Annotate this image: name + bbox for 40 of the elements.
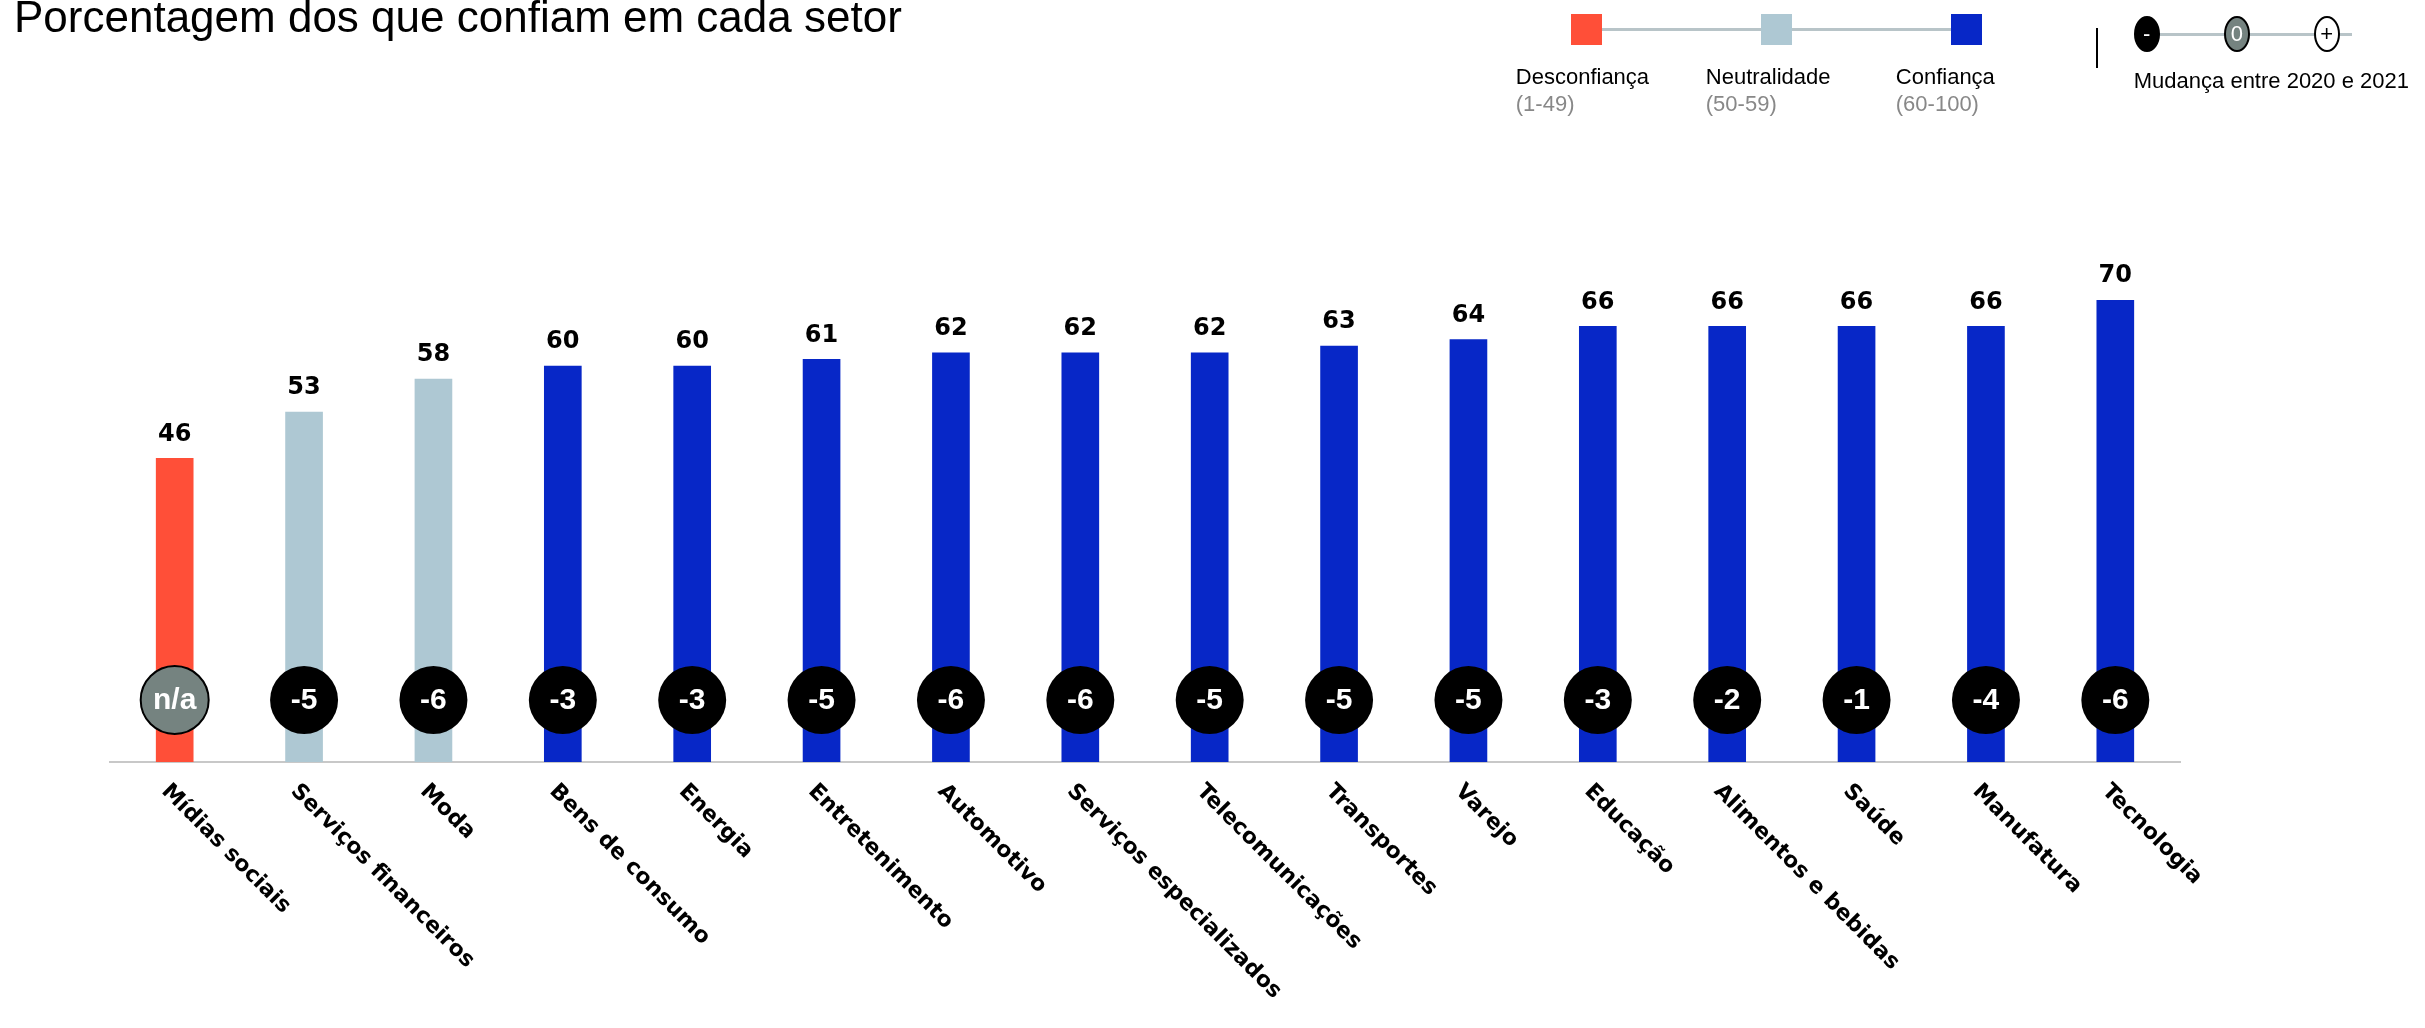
data-label: 66 [1710,286,1744,315]
legend-label: Desconfiança (1-49) [1515,63,1651,117]
annotation: -2 [1713,682,1741,716]
data-label: 60 [546,326,580,355]
data-label: 66 [1839,286,1874,315]
annotation: -3 [1584,682,1612,716]
text: - [2133,16,2160,52]
annotation: -1 [1843,682,1870,716]
annotation: -5 [808,682,835,716]
annotation: -6 [1066,682,1094,716]
annotation: -5 [1196,682,1224,716]
chart-title: Porcentagem dos que confiam em cada setor [14,0,902,42]
data-label: 64 [1451,299,1486,328]
annotation: -5 [290,682,318,716]
legend-label: Confiança (60-100) [1895,63,1996,117]
text: + [2313,16,2340,52]
text: 0 [2223,16,2250,52]
legend-label: Neutralidade (50-59) [1705,63,1832,117]
data-label: 63 [1322,306,1356,335]
data-label: 62 [934,313,968,342]
data-label: 62 [1063,313,1098,342]
annotation: -5 [1455,682,1482,716]
data-label: 60 [675,326,709,355]
annotation: -6 [937,682,965,716]
annotation: -6 [420,682,447,716]
data-label: 58 [416,339,451,368]
annotation: -4 [1972,682,2000,716]
annotation: n/a [153,682,197,716]
annotation: -3 [678,682,706,716]
data-label: 66 [1969,286,2003,315]
data-label: 66 [1581,286,1615,315]
data-label: 61 [804,319,839,348]
annotation: -3 [549,682,577,716]
data-label: 70 [2098,260,2133,289]
text: Mudança entre 2020 e 2021 [2133,68,2409,94]
data-label: 53 [287,372,321,401]
data-label: 46 [157,418,192,447]
data-label: 62 [1192,313,1227,342]
annotation: -6 [2101,682,2129,716]
annotation: -5 [1325,682,1353,716]
